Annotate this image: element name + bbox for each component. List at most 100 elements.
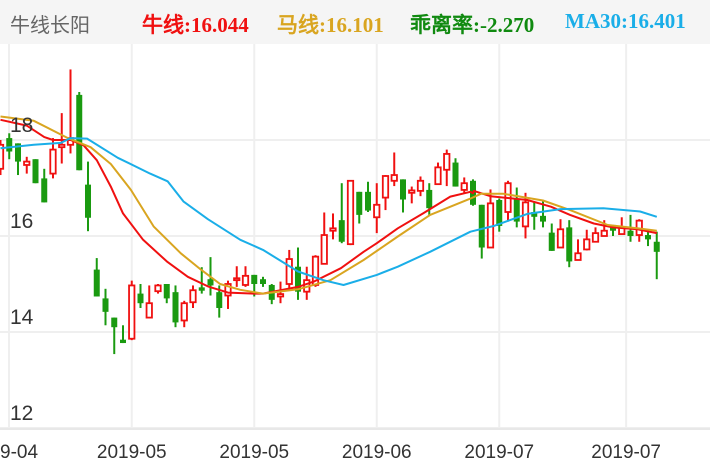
candle-body (496, 200, 503, 226)
candle (460, 177, 468, 194)
candle-body (556, 228, 565, 249)
indicator-maxian: 马线:16.101 (277, 9, 384, 39)
candle (189, 285, 197, 308)
candle (102, 288, 109, 326)
candle (180, 300, 188, 328)
candle (365, 181, 371, 212)
candle-body (111, 317, 118, 328)
candle (574, 239, 582, 261)
candle (381, 175, 390, 211)
candle (591, 227, 600, 243)
candle (443, 149, 451, 187)
candle-body (452, 162, 459, 187)
candle-body (574, 252, 582, 261)
candle-body (408, 189, 416, 194)
candle (583, 229, 591, 251)
candle-body (320, 234, 328, 265)
x-tick-label: 2019-07 (591, 442, 661, 463)
candle (540, 201, 546, 228)
candle-body (653, 241, 660, 252)
candle (548, 223, 555, 251)
candle (504, 180, 512, 222)
candle (76, 92, 83, 171)
candle (172, 285, 179, 328)
candle (145, 285, 153, 319)
candle-body (434, 166, 442, 186)
indicator-ma30: MA30:16.401 (565, 9, 686, 34)
candle (15, 143, 21, 176)
indicator-value: 16.044 (191, 13, 249, 37)
candle (408, 186, 416, 204)
candle (390, 152, 398, 187)
candle-body (93, 269, 100, 297)
candle (260, 276, 266, 287)
candle (645, 229, 651, 247)
candle-body (85, 184, 91, 218)
candle-body (426, 189, 433, 209)
candle-body (145, 302, 153, 319)
candle-body (216, 292, 223, 308)
x-tick-label: 9-04 (0, 442, 38, 463)
candle (0, 140, 5, 176)
candle-body (233, 277, 241, 282)
candle (346, 179, 355, 246)
candle-body (76, 94, 83, 171)
candle-body (172, 292, 179, 323)
candle-body (583, 238, 591, 251)
candle-body (207, 279, 214, 286)
candle (120, 325, 126, 344)
candle (653, 231, 660, 280)
candle (373, 183, 381, 234)
candle (452, 158, 459, 187)
y-tick-label: 18 (10, 114, 33, 137)
candle (434, 162, 442, 186)
candle-body (531, 212, 538, 217)
candle (513, 187, 520, 228)
candle-body (591, 232, 600, 243)
candle (400, 179, 406, 213)
candle-body (49, 148, 57, 175)
candle-body (566, 227, 573, 262)
candle (111, 317, 118, 355)
candle-body (128, 284, 136, 340)
candle-body (189, 289, 197, 304)
candle-body (41, 178, 48, 203)
indicator-niuxian: 牛线:16.044 (142, 9, 249, 39)
candle-body (15, 143, 21, 162)
candle (137, 284, 144, 308)
candle (154, 284, 162, 294)
candle-body (120, 339, 126, 344)
ma-lines (0, 115, 658, 295)
candle-body (513, 199, 520, 222)
candle (268, 284, 275, 305)
candle-body (390, 174, 398, 182)
candle (556, 219, 565, 249)
candle (93, 258, 100, 297)
candle-body (338, 220, 345, 242)
candle-body (416, 179, 425, 192)
candle-body (443, 153, 451, 171)
candle (338, 183, 345, 244)
y-tick-label: 16 (10, 210, 33, 233)
x-axis: 9-04 2019-05 2019-05 2019-06 2019-07 2019-07 (0, 442, 661, 463)
x-tick-label: 2019-05 (97, 442, 167, 463)
candle-body (400, 179, 406, 200)
candlestick-chart[interactable]: 12 14 16 18 9-04 2019-05 2019-05 2019-06 2019-0… (0, 44, 710, 472)
y-tick-label: 14 (10, 306, 34, 329)
candle (233, 266, 241, 287)
indicator-value: -2.270 (480, 13, 535, 37)
indicator-value: 16.101 (326, 13, 384, 37)
candle-body (137, 293, 144, 304)
candle (285, 249, 293, 289)
candle (416, 176, 425, 197)
candle-body (32, 159, 39, 184)
candle-body (548, 232, 555, 251)
candle-body (260, 279, 266, 284)
candle-body (180, 302, 188, 322)
indicator-title: 牛线长阳 (10, 13, 90, 37)
candle (356, 191, 363, 224)
indicator-header: 牛线长阳 牛线:16.044 马线:16.101 乖离率:-2.270 MA30… (0, 0, 710, 44)
indicator-label: 乖离率: (410, 13, 480, 37)
candle (241, 266, 250, 287)
candle-body (0, 143, 5, 170)
